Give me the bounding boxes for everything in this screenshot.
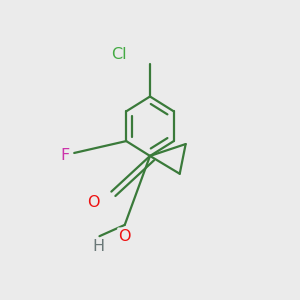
Text: F: F [61, 148, 70, 164]
Text: H: H [92, 239, 104, 254]
Text: O: O [87, 194, 100, 209]
Text: O: O [118, 229, 131, 244]
Text: Cl: Cl [111, 47, 127, 62]
